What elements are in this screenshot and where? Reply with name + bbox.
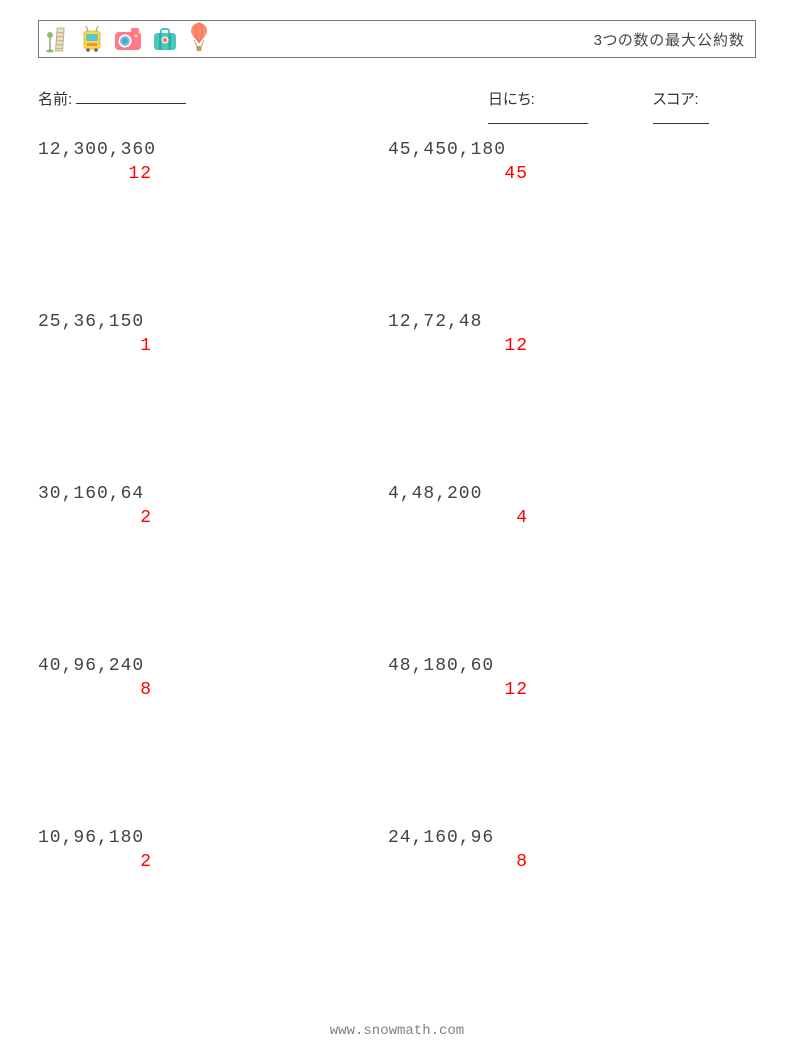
problem-answer: 2 — [38, 852, 152, 872]
date-label: 日にち: — [488, 91, 535, 108]
problem-numbers: 12,72,48 — [388, 312, 738, 332]
problem-answer: 2 — [38, 508, 152, 528]
problem-cell: 45,450,180 45 — [388, 140, 738, 312]
problem-cell: 30,160,64 2 — [38, 484, 388, 656]
name-blank — [76, 89, 186, 104]
problem-row: 10,96,180 2 24,160,96 8 — [38, 828, 756, 1000]
date-field: 日にち: — [488, 88, 635, 128]
problem-row: 40,96,240 8 48,180,60 12 — [38, 656, 756, 828]
problem-numbers: 12,300,360 — [38, 140, 388, 160]
meta-row: 名前: 日にち: スコア: — [38, 88, 756, 109]
problem-row: 12,300,360 12 45,450,180 45 — [38, 140, 756, 312]
name-label: 名前: — [38, 91, 72, 108]
problem-numbers: 24,160,96 — [388, 828, 738, 848]
header-icons — [45, 21, 211, 58]
problem-numbers: 4,48,200 — [388, 484, 738, 504]
problem-answer: 12 — [38, 164, 152, 184]
problem-cell: 40,96,240 8 — [38, 656, 388, 828]
balloon-icon — [187, 21, 211, 58]
problem-row: 25,36,150 1 12,72,48 12 — [38, 312, 756, 484]
problem-cell: 24,160,96 8 — [388, 828, 738, 1000]
date-blank — [488, 109, 588, 124]
problem-row: 30,160,64 2 4,48,200 4 — [38, 484, 756, 656]
problem-cell: 12,72,48 12 — [388, 312, 738, 484]
problem-answer: 4 — [388, 508, 528, 528]
problem-numbers: 25,36,150 — [38, 312, 388, 332]
problem-cell: 25,36,150 1 — [38, 312, 388, 484]
problem-numbers: 30,160,64 — [38, 484, 388, 504]
problem-numbers: 40,96,240 — [38, 656, 388, 676]
problems-grid: 12,300,360 12 45,450,180 45 25,36,150 1 12,72,… — [38, 140, 756, 1000]
header-box: 3つの数の最大公約数 — [38, 20, 756, 58]
problem-numbers: 48,180,60 — [388, 656, 738, 676]
camera-icon — [113, 25, 143, 58]
problem-answer: 45 — [388, 164, 528, 184]
problem-cell: 12,300,360 12 — [38, 140, 388, 312]
score-field: スコア: — [653, 88, 756, 128]
tower-icon — [45, 23, 71, 58]
problem-numbers: 10,96,180 — [38, 828, 388, 848]
tram-icon — [79, 23, 105, 58]
suitcase-icon — [151, 25, 179, 58]
problem-answer: 12 — [388, 336, 528, 356]
name-field: 名前: — [38, 88, 186, 109]
problem-answer: 12 — [388, 680, 528, 700]
problem-answer: 8 — [38, 680, 152, 700]
score-blank — [653, 109, 709, 124]
problem-numbers: 45,450,180 — [388, 140, 738, 160]
problem-cell: 10,96,180 2 — [38, 828, 388, 1000]
worksheet-title: 3つの数の最大公約数 — [594, 29, 745, 50]
problem-cell: 4,48,200 4 — [388, 484, 738, 656]
footer-url: www.snowmath.com — [0, 1023, 794, 1039]
score-label: スコア: — [653, 91, 699, 108]
problem-cell: 48,180,60 12 — [388, 656, 738, 828]
problem-answer: 1 — [38, 336, 152, 356]
problem-answer: 8 — [388, 852, 528, 872]
